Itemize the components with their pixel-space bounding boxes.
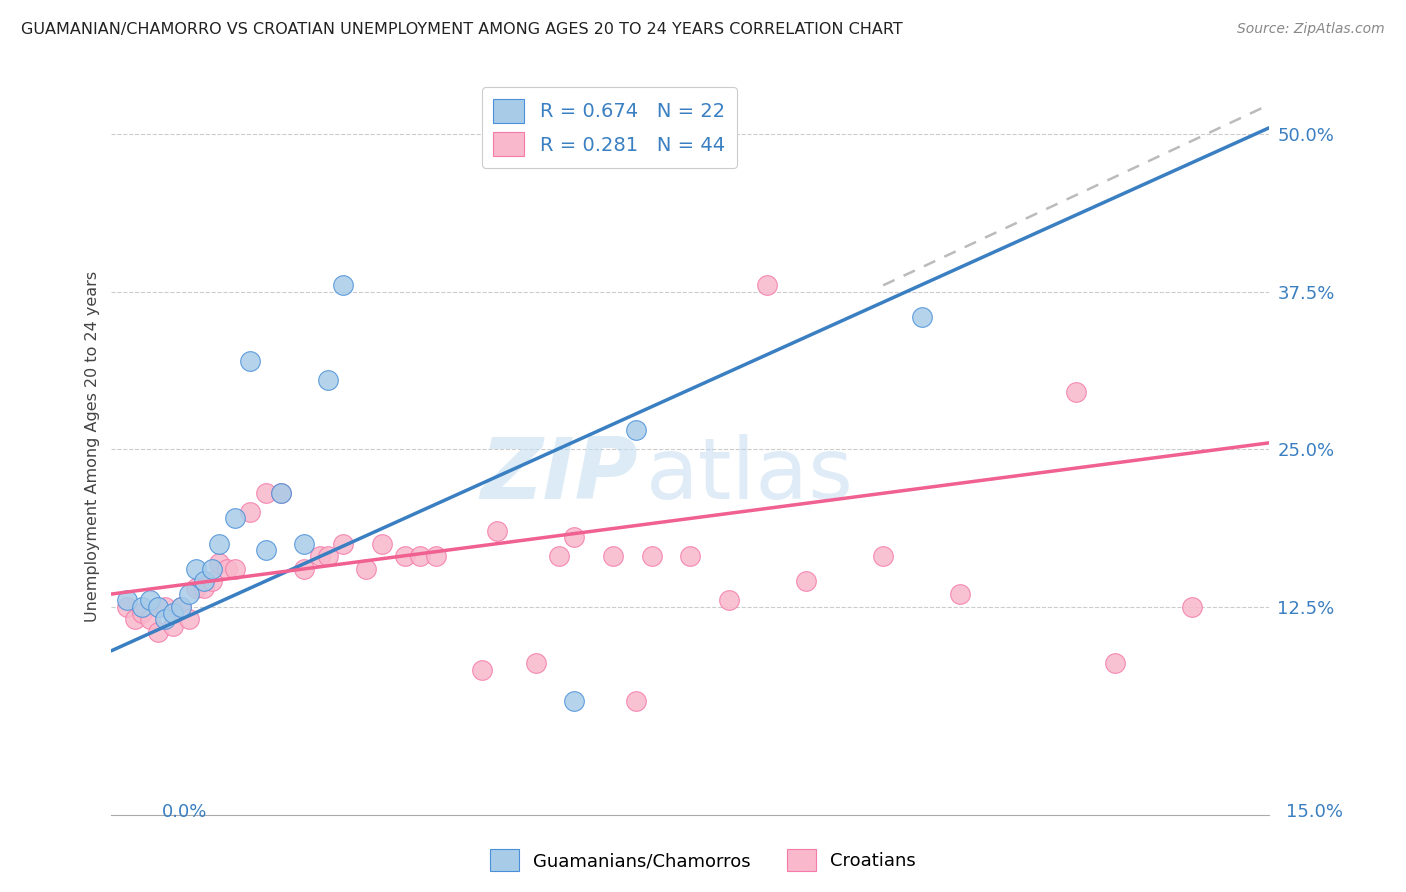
Point — [624, 423, 647, 437]
Point — [131, 606, 153, 620]
Point — [794, 574, 817, 589]
Point — [124, 612, 146, 626]
Point — [224, 562, 246, 576]
Point — [949, 587, 972, 601]
Point — [239, 505, 262, 519]
Point — [146, 624, 169, 639]
Point — [292, 562, 315, 576]
Point — [217, 562, 239, 576]
Text: GUAMANIAN/CHAMORRO VS CROATIAN UNEMPLOYMENT AMONG AGES 20 TO 24 YEARS CORRELATIO: GUAMANIAN/CHAMORRO VS CROATIAN UNEMPLOYM… — [21, 22, 903, 37]
Point — [193, 574, 215, 589]
Point — [254, 486, 277, 500]
Point — [640, 549, 662, 564]
Point — [239, 354, 262, 368]
Point — [139, 612, 162, 626]
Point — [131, 599, 153, 614]
Point — [425, 549, 447, 564]
Point — [170, 599, 193, 614]
Point — [208, 536, 231, 550]
Point — [316, 373, 339, 387]
Point — [177, 587, 200, 601]
Point — [177, 612, 200, 626]
Point — [548, 549, 571, 564]
Point — [409, 549, 432, 564]
Point — [1064, 385, 1087, 400]
Point — [564, 694, 586, 708]
Text: Source: ZipAtlas.com: Source: ZipAtlas.com — [1237, 22, 1385, 37]
Point — [602, 549, 624, 564]
Point — [201, 574, 224, 589]
Point — [354, 562, 377, 576]
Point — [292, 536, 315, 550]
Point — [1181, 599, 1204, 614]
Point — [186, 581, 208, 595]
Point — [115, 599, 138, 614]
Point — [911, 310, 934, 324]
Point — [332, 278, 354, 293]
Point — [162, 606, 184, 620]
Point — [756, 278, 779, 293]
Point — [872, 549, 894, 564]
Point — [394, 549, 416, 564]
Point — [270, 486, 292, 500]
Legend: Guamanians/Chamorros, Croatians: Guamanians/Chamorros, Croatians — [482, 842, 924, 879]
Point — [186, 562, 208, 576]
Point — [471, 663, 494, 677]
Y-axis label: Unemployment Among Ages 20 to 24 years: Unemployment Among Ages 20 to 24 years — [86, 270, 100, 622]
Point — [146, 599, 169, 614]
Point — [679, 549, 702, 564]
Text: 0.0%: 0.0% — [162, 803, 207, 821]
Point — [717, 593, 740, 607]
Text: 15.0%: 15.0% — [1285, 803, 1343, 821]
Point — [224, 511, 246, 525]
Point — [270, 486, 292, 500]
Point — [170, 599, 193, 614]
Point — [201, 562, 224, 576]
Point — [162, 618, 184, 632]
Text: atlas: atlas — [647, 434, 855, 517]
Point — [332, 536, 354, 550]
Point — [524, 657, 547, 671]
Legend: R = 0.674   N = 22, R = 0.281   N = 44: R = 0.674 N = 22, R = 0.281 N = 44 — [482, 87, 737, 168]
Point — [139, 593, 162, 607]
Text: ZIP: ZIP — [481, 434, 638, 517]
Point — [486, 524, 509, 538]
Point — [115, 593, 138, 607]
Point — [193, 581, 215, 595]
Point — [1104, 657, 1126, 671]
Point — [370, 536, 392, 550]
Point — [564, 530, 586, 544]
Point — [208, 556, 231, 570]
Point — [308, 549, 330, 564]
Point — [155, 599, 177, 614]
Point — [254, 543, 277, 558]
Point — [624, 694, 647, 708]
Point — [155, 612, 177, 626]
Point — [316, 549, 339, 564]
